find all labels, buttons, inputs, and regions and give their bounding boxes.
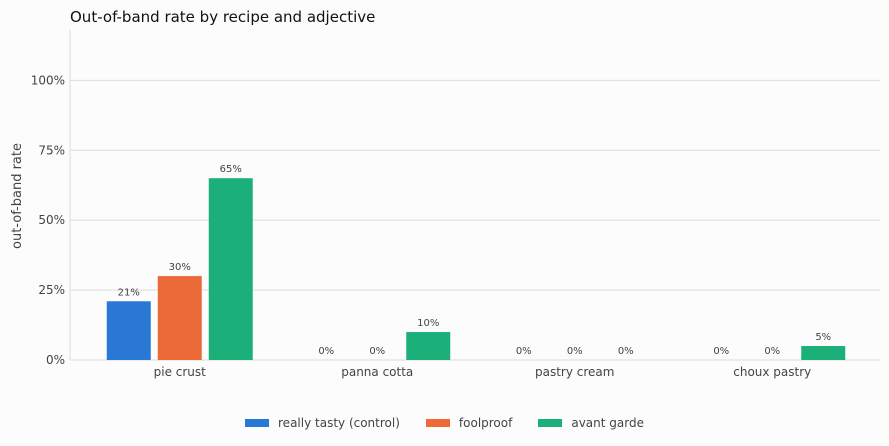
data-label: 10% xyxy=(417,318,439,329)
legend-label: avant garde xyxy=(571,416,644,430)
y-tick-label: 0% xyxy=(46,353,65,367)
bar xyxy=(801,346,846,360)
x-tick-label: pastry cream xyxy=(535,365,614,379)
y-axis-ticks: 0% 25% 50% 75% 100% xyxy=(31,73,65,367)
data-label: 0% xyxy=(713,346,729,357)
x-tick-label: pie crust xyxy=(154,365,207,379)
legend-item: avant garde xyxy=(538,416,644,430)
chart-title: Out-of-band rate by recipe and adjective xyxy=(70,8,375,26)
data-label: 0% xyxy=(567,346,583,357)
data-label: 0% xyxy=(764,346,780,357)
legend-item: really tasty (control) xyxy=(245,416,400,430)
x-tick-label: panna cotta xyxy=(341,365,413,379)
legend-label: really tasty (control) xyxy=(278,416,400,430)
data-label: 30% xyxy=(169,262,191,273)
data-label: 65% xyxy=(220,164,242,175)
y-tick-label: 100% xyxy=(31,73,65,87)
legend-label: foolproof xyxy=(458,416,513,430)
data-label: 0% xyxy=(516,346,532,357)
bar xyxy=(406,332,451,360)
data-labels: 21% 30% 65% 0% 0% 10% 0% 0% 0% 0% 0% 5% xyxy=(118,164,832,357)
legend-swatch xyxy=(425,419,450,427)
legend: really tasty (control) foolproof avant gar… xyxy=(0,416,889,430)
y-tick-label: 50% xyxy=(38,213,65,227)
data-label: 0% xyxy=(369,346,385,357)
y-tick-label: 25% xyxy=(38,283,65,297)
bar xyxy=(208,178,253,360)
data-label: 5% xyxy=(815,332,831,343)
legend-swatch xyxy=(245,419,270,427)
bar xyxy=(157,276,202,360)
data-label: 0% xyxy=(618,346,634,357)
x-axis-ticks: pie crust panna cotta pastry cream choux pa… xyxy=(154,365,812,379)
data-label: 0% xyxy=(318,346,334,357)
gridlines xyxy=(69,30,880,361)
legend-swatch xyxy=(538,419,563,427)
x-tick-label: choux pastry xyxy=(733,365,811,379)
legend-item: foolproof xyxy=(425,416,513,430)
bars xyxy=(106,178,846,360)
data-label: 21% xyxy=(118,287,140,298)
y-tick-label: 75% xyxy=(38,143,65,157)
y-axis-label: out-of-band rate xyxy=(10,143,25,249)
bar xyxy=(106,301,151,360)
